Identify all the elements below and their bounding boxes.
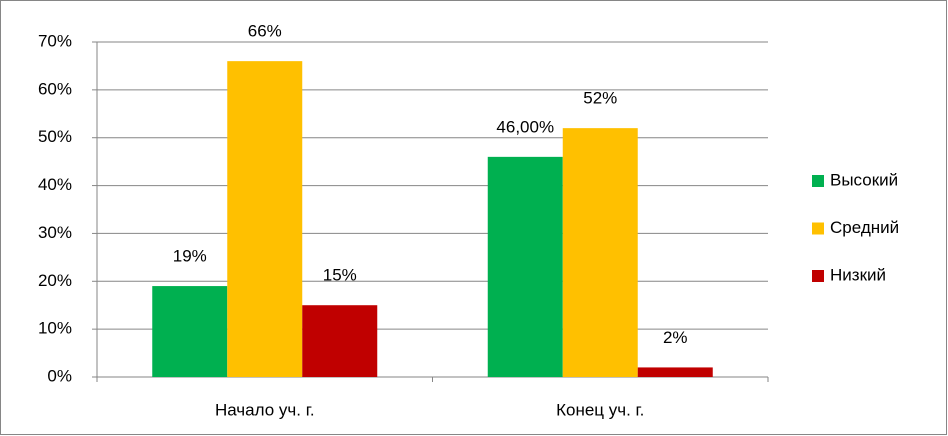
bar: [562, 128, 638, 377]
value-label: 19%: [173, 247, 207, 266]
y-tick-label: 10%: [38, 319, 72, 338]
y-tick-label: 20%: [38, 271, 72, 290]
y-tick-label: 50%: [38, 127, 72, 146]
bar: [227, 61, 303, 378]
y-tick-label: 70%: [38, 31, 72, 50]
x-tick-label: Конец уч. г.: [556, 400, 644, 419]
bar: [152, 286, 228, 377]
bar: [487, 156, 563, 377]
y-tick-label: 0%: [47, 366, 72, 385]
value-label: 15%: [323, 266, 357, 285]
bar: [637, 367, 713, 377]
bar: [302, 305, 378, 377]
value-label: 46,00%: [496, 117, 554, 136]
y-tick-label: 60%: [38, 79, 72, 98]
y-tick-label: 30%: [38, 223, 72, 242]
value-label: 2%: [663, 328, 688, 347]
legend-swatch: [812, 270, 824, 282]
legend-swatch: [812, 222, 824, 235]
y-tick-label: 40%: [38, 175, 72, 194]
legend-label: Высокий: [830, 170, 898, 189]
value-label: 66%: [248, 22, 282, 41]
legend-label: Низкий: [830, 265, 886, 284]
x-tick-label: Начало уч. г.: [215, 400, 315, 419]
legend-label: Средний: [830, 218, 899, 237]
legend-swatch: [812, 175, 824, 187]
value-label: 52%: [583, 89, 617, 108]
